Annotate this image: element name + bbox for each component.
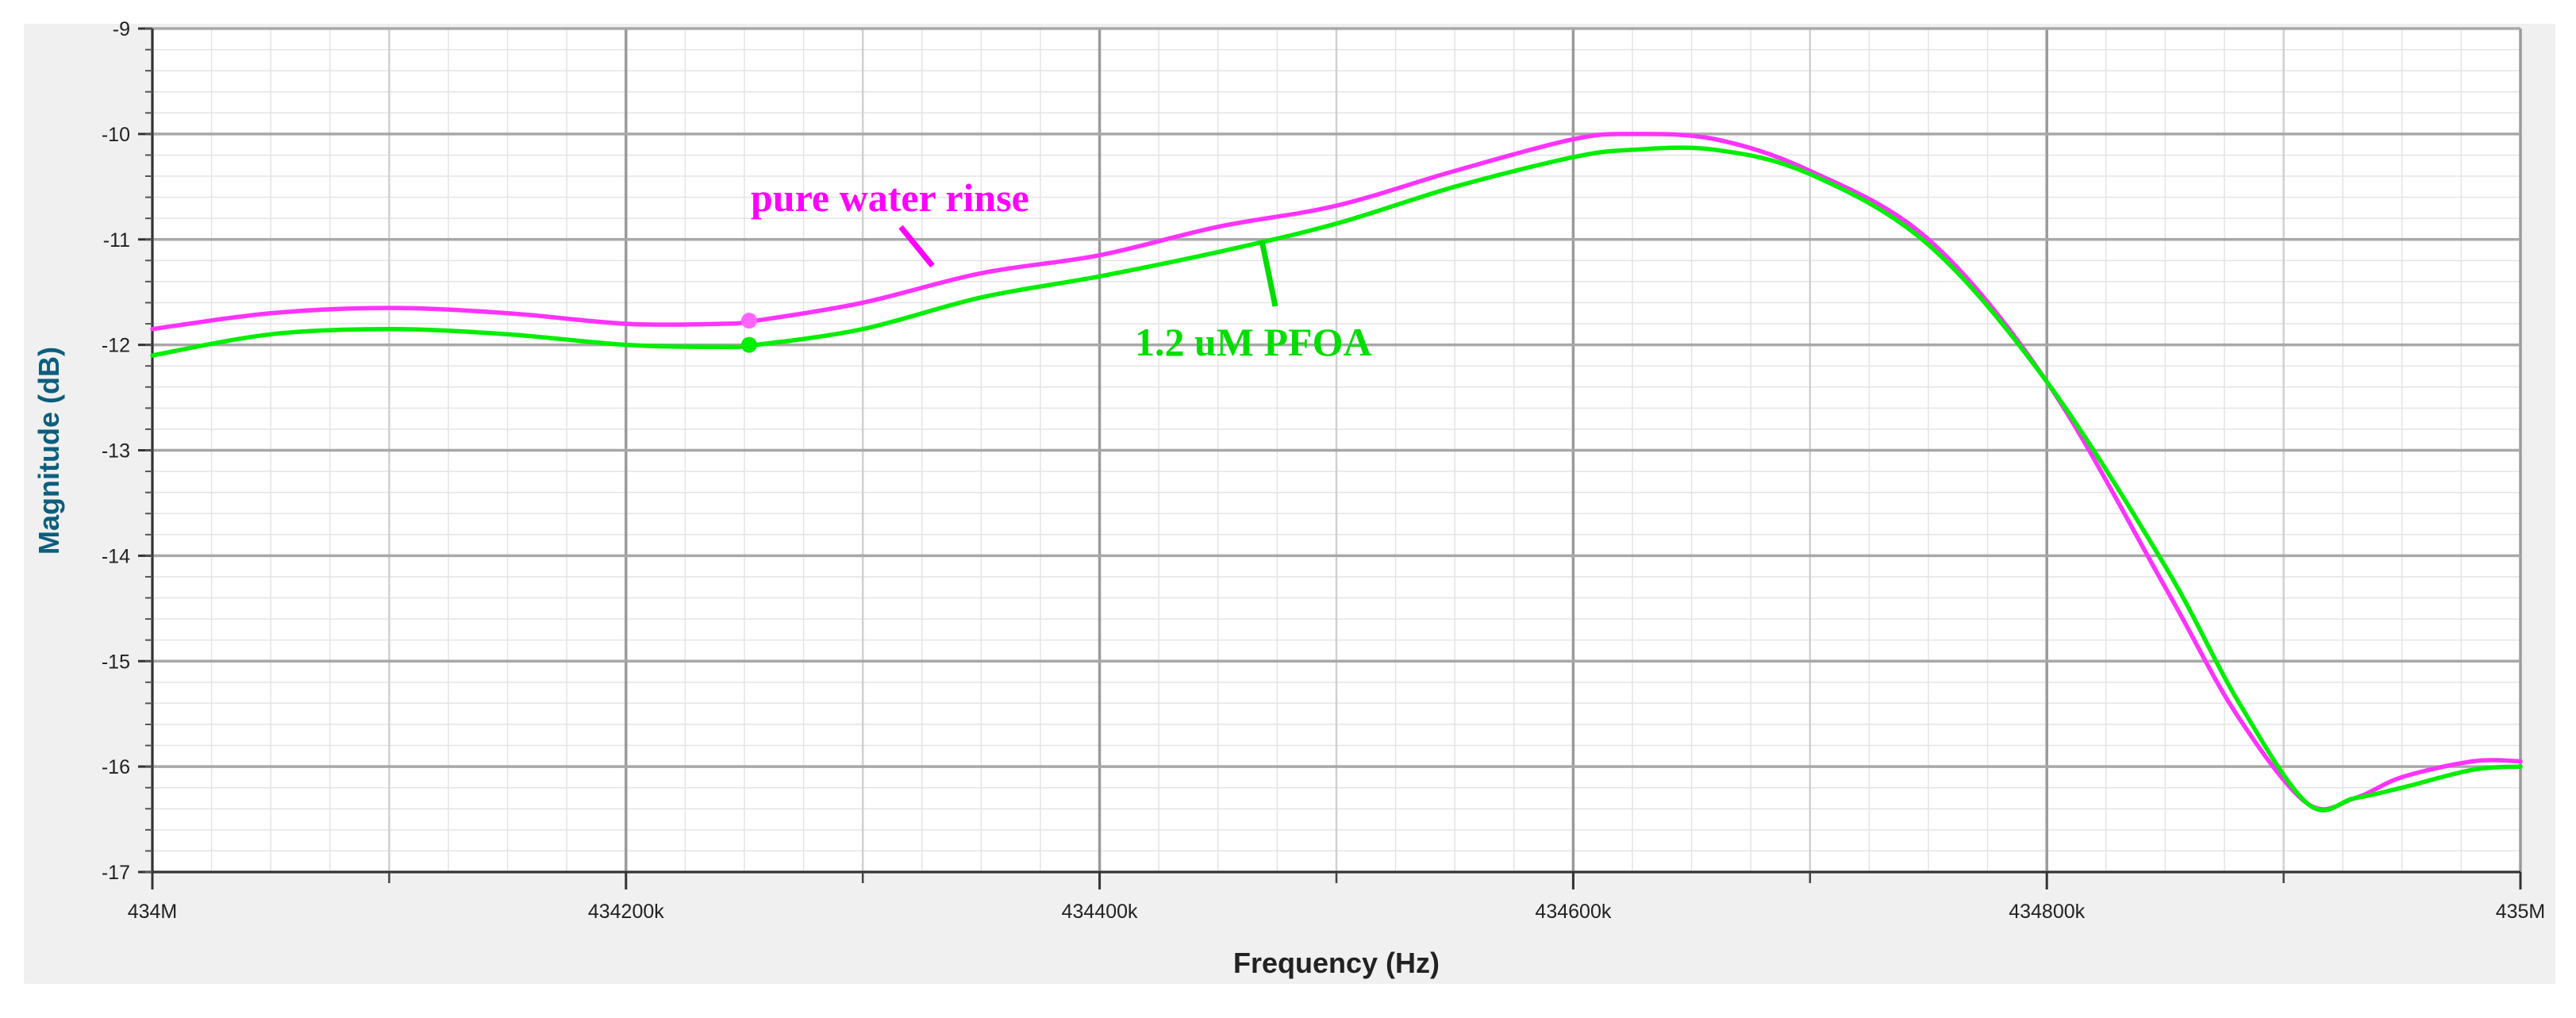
x-ticks: 434M 434200k 434400k 434600k 434800k 435M [128, 872, 2546, 923]
y-tick-label: -12 [102, 335, 130, 357]
x-axis-title: Frequency (Hz) [1233, 947, 1440, 979]
y-tick-label: -10 [102, 124, 130, 146]
x-tick-label: 434400k [1062, 901, 1138, 923]
y-tick-label: -13 [102, 440, 130, 463]
y-tick-label: -16 [102, 756, 130, 778]
x-tick-label: 434200k [588, 901, 664, 923]
y-tick-label: -11 [103, 229, 130, 252]
data-marker-1 [740, 336, 757, 353]
y-tick-label: -15 [102, 651, 130, 673]
series-line-pfoa [150, 145, 2523, 812]
x-tick-label: 434M [128, 901, 178, 923]
series-layer [150, 132, 2523, 812]
x-tick-label: 434800k [2009, 901, 2085, 923]
annotation-pointer-pfoa [1259, 240, 1278, 307]
marker-layer [740, 313, 757, 353]
series-line-water-rinse [150, 132, 2523, 812]
y-axis-title: Magnitude (dB) [33, 347, 65, 555]
y-tick-label: -14 [102, 545, 130, 567]
data-marker-0 [740, 313, 757, 329]
x-tick-label: 435M [2496, 901, 2546, 923]
y-tick-label: -9 [113, 18, 130, 40]
annotation-layer: pure water rinse 1.2 uM PFOA [751, 175, 1372, 364]
annotation-pure-water-rinse: pure water rinse [751, 175, 1029, 220]
y-ticks: -9 -10 -11 -12 -13 -14 -15 -16 -17 [102, 18, 152, 884]
annotation-pfoa: 1.2 uM PFOA [1135, 320, 1372, 364]
x-tick-label: 434600k [1535, 901, 1611, 923]
annotation-pointer-water [898, 225, 935, 268]
major-grid [151, 27, 2522, 874]
y-tick-label: -17 [102, 862, 130, 884]
